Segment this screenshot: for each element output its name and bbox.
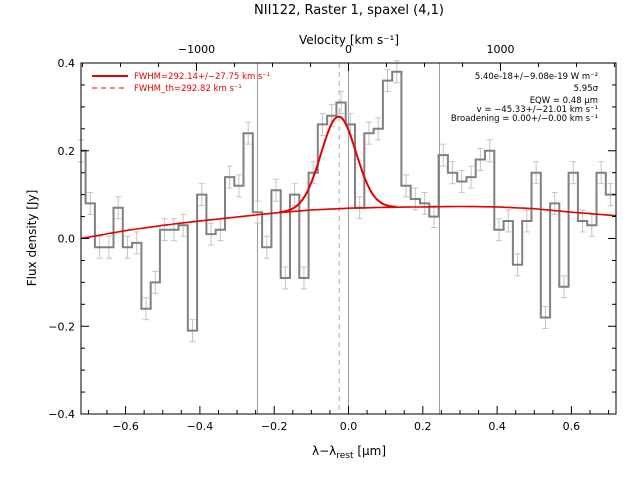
top-tick-label: 1000 <box>486 43 514 56</box>
y-tick-label: 0.2 <box>58 145 76 158</box>
annotation-significance: 5.95σ <box>574 84 599 94</box>
x-tick-label: 0.6 <box>563 420 581 433</box>
y-tick-label: −0.4 <box>48 408 75 421</box>
x-tick-label: −0.6 <box>112 420 139 433</box>
x-tick-label: −0.4 <box>187 420 214 433</box>
x-axis: −0.6 −0.4 −0.2 0.0 0.2 0.4 0.6 <box>87 406 610 433</box>
top-axis-label: Velocity [km s⁻¹] <box>299 33 399 47</box>
top-tick-label: 0 <box>345 43 352 56</box>
y-tick-label: −0.2 <box>48 320 75 333</box>
x-axis-label: λ−λrest [μm] <box>312 444 386 461</box>
x-tick-label: 0.2 <box>414 420 432 433</box>
continuum-line <box>80 205 617 240</box>
top-axis-title: Velocity [km s⁻¹] <box>299 33 399 47</box>
x-axis-label-unit: [μm] <box>354 444 387 458</box>
top-axis: −1000 0 1000 <box>82 43 615 71</box>
spectrum-histogram <box>81 70 616 332</box>
y-axis-label: Flux density [Jy] <box>25 190 39 287</box>
plot-area <box>78 60 617 414</box>
y-axis: −0.4 −0.2 0.0 0.2 0.4 <box>48 57 616 421</box>
x-axis-label-subscript: rest <box>336 451 354 461</box>
annotation-flux: 5.40e-18+/−9.08e-19 W m⁻² <box>475 72 598 82</box>
x-tick-label: −0.2 <box>261 420 288 433</box>
legend-entry-fwhm-th: FWHM_th=292.82 km s⁻¹ <box>134 84 242 94</box>
top-tick-label: −1000 <box>178 43 215 56</box>
x-tick-label: 0.4 <box>488 420 506 433</box>
legend-entry-fwhm: FWHM=292.14+/−27.75 km s⁻¹ <box>134 72 270 82</box>
y-tick-label: 0.4 <box>58 57 76 70</box>
gaussian-fit-line <box>278 115 397 214</box>
chart-title: NII122, Raster 1, spaxel (4,1) <box>254 3 444 18</box>
x-tick-label: 0.0 <box>340 420 358 433</box>
annotation-block: 5.40e-18+/−9.08e-19 W m⁻² 5.95σ EQW = 0.… <box>451 72 599 124</box>
annotation-velocity: v = −45.33+/−21.01 km s⁻¹ <box>477 105 598 115</box>
x-axis-label-main: λ−λ <box>312 444 336 458</box>
annotation-broadening: Broadening = 0.00+/−0.00 km s⁻¹ <box>451 114 598 124</box>
annotation-eqw: EQW = 0.48 μm <box>530 96 598 106</box>
y-tick-label: 0.0 <box>58 233 76 246</box>
legend: FWHM=292.14+/−27.75 km s⁻¹ FWHM_th=292.8… <box>92 72 270 94</box>
